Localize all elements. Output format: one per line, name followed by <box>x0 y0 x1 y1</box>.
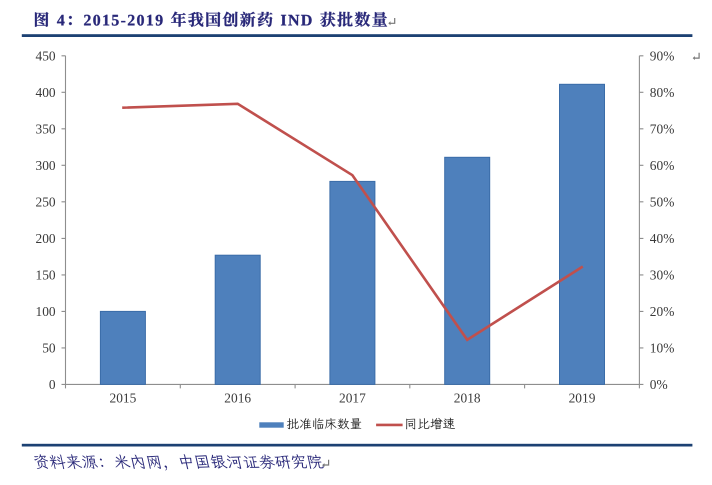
svg-text:2017: 2017 <box>339 391 366 406</box>
svg-text:100: 100 <box>36 304 56 319</box>
svg-text:450: 450 <box>36 48 56 63</box>
svg-text:40%: 40% <box>650 231 675 246</box>
svg-text:250: 250 <box>36 194 56 209</box>
svg-text:400: 400 <box>36 85 56 100</box>
svg-text:2016: 2016 <box>224 391 251 406</box>
svg-text:2019: 2019 <box>569 391 596 406</box>
svg-text:350: 350 <box>36 121 56 136</box>
svg-text:0%: 0% <box>650 377 668 392</box>
svg-text:200: 200 <box>36 231 56 246</box>
svg-text:60%: 60% <box>650 158 675 173</box>
svg-text:2015: 2015 <box>110 391 137 406</box>
svg-text:20%: 20% <box>650 304 675 319</box>
svg-text:150: 150 <box>36 268 56 283</box>
svg-text:80%: 80% <box>650 85 675 100</box>
svg-text:30%: 30% <box>650 268 675 283</box>
svg-text:90%: 90% <box>650 48 675 63</box>
svg-text:0: 0 <box>49 377 56 392</box>
svg-text:50%: 50% <box>650 194 675 209</box>
svg-text:50: 50 <box>42 341 56 356</box>
svg-text:2018: 2018 <box>454 391 481 406</box>
svg-text:300: 300 <box>36 158 56 173</box>
svg-text:10%: 10% <box>650 341 675 356</box>
svg-text:70%: 70% <box>650 121 675 136</box>
